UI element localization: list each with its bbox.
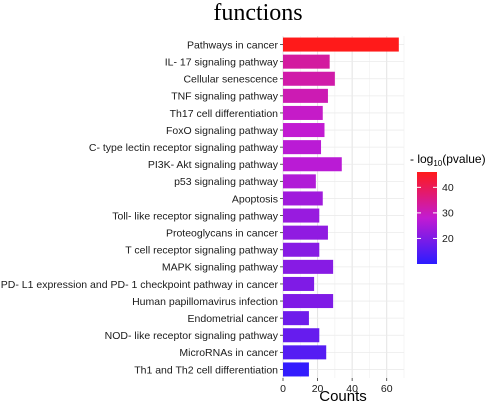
chart-title: functions: [213, 0, 302, 26]
bar: [283, 328, 320, 343]
category-label: FoxO signaling pathway: [166, 125, 279, 137]
category-label: T cell receptor signaling pathway: [125, 245, 278, 257]
x-tick-label: 20: [312, 383, 324, 395]
category-label: Th1 and Th2 cell differentiation: [134, 364, 278, 376]
x-axis-label: Counts: [319, 388, 367, 405]
bar: [283, 105, 323, 120]
bar: [283, 259, 334, 274]
category-label: MAPK signaling pathway: [162, 262, 279, 274]
bar: [283, 140, 322, 155]
bar: [283, 311, 309, 326]
x-tick-label: 0: [280, 383, 286, 395]
category-label: PI3K- Akt signaling pathway: [148, 159, 279, 171]
category-label: MicroRNAs in cancer: [179, 347, 278, 359]
colorbar-legend: - log10(pvalue) 20 30 40: [410, 152, 486, 264]
category-label: Th17 cell differentiation: [170, 108, 279, 120]
colorbar-tick-label: 40: [442, 182, 454, 194]
bar: [283, 37, 399, 52]
category-label: p53 signaling pathway: [174, 176, 279, 188]
bar: [283, 225, 328, 240]
bar: [283, 208, 320, 223]
category-label: C- type lectin receptor signaling pathwa…: [89, 142, 279, 154]
bar: [283, 276, 315, 291]
colorbar-title: - log10(pvalue): [410, 152, 486, 168]
category-label: Toll- like receptor signaling pathway: [112, 210, 278, 222]
plot-area: Pathways in cancer IL- 17 signaling pathw…: [1, 36, 405, 395]
colorbar-ticks: 20 30 40: [417, 182, 454, 245]
bar: [283, 71, 335, 86]
colorbar-title-prefix: - log: [410, 152, 433, 166]
category-label: TNF signaling pathway: [171, 91, 279, 103]
bar: [283, 157, 342, 172]
category-label: PD- L1 expression and PD- 1 checkpoint p…: [1, 279, 279, 291]
bar: [283, 123, 325, 138]
colorbar-title-suffix: (pvalue): [442, 152, 485, 166]
category-label: IL- 17 signaling pathway: [165, 56, 279, 68]
category-label: Apoptosis: [232, 193, 278, 205]
bar: [283, 191, 323, 206]
category-label: Cellular senescence: [183, 74, 278, 86]
category-label: Human papillomavirus infection: [132, 296, 278, 308]
colorbar-gradient: [417, 172, 437, 264]
bar: [283, 54, 330, 69]
colorbar-tick-label: 20: [442, 233, 454, 245]
bar: [283, 242, 320, 257]
x-tick-label: 40: [346, 383, 358, 395]
category-label: Endometrial cancer: [188, 313, 279, 325]
colorbar-title-subscript: 10: [433, 159, 442, 168]
bar: [283, 345, 327, 360]
category-label: Pathways in cancer: [187, 39, 279, 51]
x-tick-label: 60: [381, 383, 393, 395]
bar: [283, 174, 316, 189]
bar: [283, 294, 334, 309]
bar: [283, 88, 328, 103]
plot-background: [283, 36, 404, 378]
colorbar-tick-label: 30: [442, 208, 454, 220]
category-label: Proteoglycans in cancer: [166, 227, 279, 239]
category-label: NOD- like receptor signaling pathway: [105, 330, 279, 342]
bar: [283, 362, 309, 377]
